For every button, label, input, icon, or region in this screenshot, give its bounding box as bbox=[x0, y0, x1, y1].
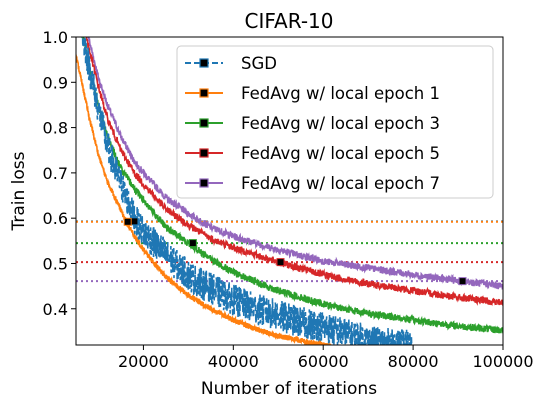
series-line-4 bbox=[87, 37, 503, 290]
legend-marker-0 bbox=[199, 58, 209, 68]
x-tick-label: 80000 bbox=[388, 352, 439, 371]
x-tick-label: 40000 bbox=[208, 352, 259, 371]
legend-marker-4 bbox=[199, 178, 209, 188]
legend-label-1: FedAvg w/ local epoch 1 bbox=[241, 84, 440, 103]
y-tick-label: 0.4 bbox=[43, 300, 68, 319]
legend-label-2: FedAvg w/ local epoch 3 bbox=[241, 114, 440, 133]
series-line-0 bbox=[80, 37, 413, 345]
series-marker-3 bbox=[276, 258, 285, 267]
x-axis-label: Number of iterations bbox=[201, 379, 377, 399]
plot-frame bbox=[75, 36, 504, 346]
series-marker-2 bbox=[188, 239, 197, 248]
y-tick-label: 0.7 bbox=[43, 164, 68, 183]
series-line-3 bbox=[84, 37, 503, 307]
legend-label-0: SGD bbox=[241, 54, 277, 73]
y-tick-label: 0.8 bbox=[43, 119, 68, 138]
x-tick-label: 20000 bbox=[118, 352, 169, 371]
y-tick-label: 0.6 bbox=[43, 209, 68, 228]
series-line-1 bbox=[76, 54, 333, 345]
series-marker-1 bbox=[123, 217, 132, 226]
legend-label-4: FedAvg w/ local epoch 7 bbox=[241, 174, 440, 193]
y-tick-label: 1.0 bbox=[43, 28, 68, 47]
chart-title: CIFAR-10 bbox=[245, 9, 334, 33]
y-tick-label: 0.9 bbox=[43, 73, 68, 92]
series-line-2 bbox=[82, 37, 503, 334]
series-markers bbox=[123, 217, 467, 286]
series-marker-4 bbox=[458, 277, 467, 286]
x-tick-label: 60000 bbox=[298, 352, 349, 371]
y-axis-label: Train loss bbox=[9, 151, 29, 231]
y-tick-label: 0.5 bbox=[43, 254, 68, 273]
legend-box bbox=[176, 45, 494, 199]
y-axis-ticks: 0.4 0.5 0.6 0.7 0.8 0.9 1.0 bbox=[43, 28, 76, 319]
legend: SGD FedAvg w/ local epoch 1 FedAvg w/ loca… bbox=[176, 45, 494, 199]
legend-marker-3 bbox=[199, 148, 209, 158]
series-lines bbox=[76, 37, 503, 345]
series-marker-0 bbox=[130, 217, 139, 226]
x-tick-label: 100000 bbox=[472, 352, 533, 371]
legend-label-3: FedAvg w/ local epoch 5 bbox=[241, 144, 440, 163]
legend-marker-2 bbox=[199, 118, 209, 128]
legend-marker-1 bbox=[199, 88, 209, 98]
x-axis-ticks: 20000 40000 60000 80000 100000 bbox=[118, 345, 534, 371]
